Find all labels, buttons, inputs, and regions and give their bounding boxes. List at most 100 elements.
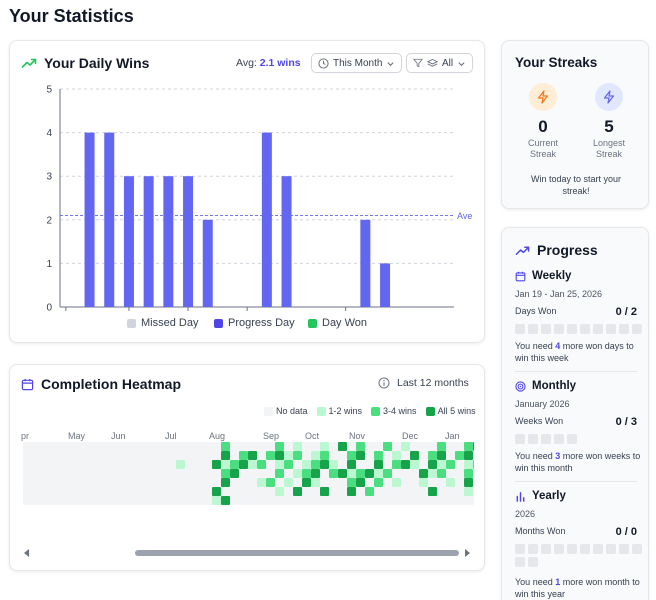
scroll-right-icon[interactable] — [463, 548, 471, 558]
heatmap-cell[interactable] — [86, 478, 95, 487]
heatmap-cell[interactable] — [320, 496, 329, 505]
heatmap-cell[interactable] — [428, 442, 437, 451]
heatmap-cell[interactable] — [428, 469, 437, 478]
heatmap-cell[interactable] — [86, 442, 95, 451]
heatmap-cell[interactable] — [257, 460, 266, 469]
heatmap-cell[interactable] — [383, 469, 392, 478]
heatmap-cell[interactable] — [365, 487, 374, 496]
heatmap-cell[interactable] — [176, 460, 185, 469]
heatmap-cell[interactable] — [347, 460, 356, 469]
heatmap-cell[interactable] — [293, 478, 302, 487]
heatmap-cell[interactable] — [86, 451, 95, 460]
heatmap-cell[interactable] — [176, 478, 185, 487]
heatmap-cell[interactable] — [392, 442, 401, 451]
heatmap-cell[interactable] — [230, 451, 239, 460]
heatmap-cell[interactable] — [32, 496, 41, 505]
heatmap-cell[interactable] — [329, 496, 338, 505]
heatmap-cell[interactable] — [275, 442, 284, 451]
heatmap-cell[interactable] — [464, 442, 473, 451]
heatmap-cell[interactable] — [140, 487, 149, 496]
heatmap-cell[interactable] — [356, 442, 365, 451]
heatmap-cell[interactable] — [320, 460, 329, 469]
heatmap-cell[interactable] — [284, 478, 293, 487]
heatmap-cell[interactable] — [311, 442, 320, 451]
heatmap-cell[interactable] — [194, 469, 203, 478]
heatmap-cell[interactable] — [239, 469, 248, 478]
heatmap-cell[interactable] — [212, 442, 221, 451]
heatmap-cell[interactable] — [428, 451, 437, 460]
heatmap-cell[interactable] — [212, 487, 221, 496]
heatmap-cell[interactable] — [113, 451, 122, 460]
heatmap-cell[interactable] — [86, 469, 95, 478]
heatmap-cell[interactable] — [176, 487, 185, 496]
heatmap-cell[interactable] — [113, 487, 122, 496]
heatmap-cell[interactable] — [437, 478, 446, 487]
heatmap-cell[interactable] — [68, 460, 77, 469]
heatmap-cell[interactable] — [77, 460, 86, 469]
heatmap-cell[interactable] — [437, 442, 446, 451]
heatmap-cell[interactable] — [203, 451, 212, 460]
heatmap-cell[interactable] — [329, 469, 338, 478]
heatmap-cell[interactable] — [158, 451, 167, 460]
heatmap-cell[interactable] — [113, 460, 122, 469]
heatmap-cell[interactable] — [194, 442, 203, 451]
heatmap-cell[interactable] — [311, 496, 320, 505]
heatmap-cell[interactable] — [356, 451, 365, 460]
heatmap-cell[interactable] — [455, 496, 464, 505]
heatmap-cell[interactable] — [185, 469, 194, 478]
heatmap-cell[interactable] — [338, 478, 347, 487]
heatmap-cell[interactable] — [32, 451, 41, 460]
heatmap-cell[interactable] — [77, 442, 86, 451]
heatmap-cell[interactable] — [293, 469, 302, 478]
heatmap-cell[interactable] — [410, 469, 419, 478]
heatmap-cell[interactable] — [41, 451, 50, 460]
heatmap-cell[interactable] — [140, 451, 149, 460]
heatmap-cell[interactable] — [275, 460, 284, 469]
heatmap-cell[interactable] — [221, 487, 230, 496]
heatmap-cell[interactable] — [41, 442, 50, 451]
heatmap-cell[interactable] — [212, 478, 221, 487]
heatmap-cell[interactable] — [464, 469, 473, 478]
heatmap-cell[interactable] — [455, 487, 464, 496]
heatmap-cell[interactable] — [131, 469, 140, 478]
heatmap-cell[interactable] — [329, 487, 338, 496]
filter-select[interactable]: All — [406, 53, 474, 73]
heatmap-cell[interactable] — [140, 496, 149, 505]
heatmap-cell[interactable] — [176, 496, 185, 505]
heatmap-cell[interactable] — [122, 469, 131, 478]
heatmap-cell[interactable] — [347, 442, 356, 451]
heatmap-cell[interactable] — [365, 469, 374, 478]
heatmap-cell[interactable] — [410, 442, 419, 451]
heatmap-cell[interactable] — [401, 496, 410, 505]
heatmap-cell[interactable] — [149, 451, 158, 460]
heatmap-cell[interactable] — [95, 469, 104, 478]
heatmap-cell[interactable] — [401, 460, 410, 469]
heatmap-cell[interactable] — [464, 451, 473, 460]
heatmap-cell[interactable] — [122, 496, 131, 505]
heatmap-cell[interactable] — [68, 469, 77, 478]
heatmap-cell[interactable] — [23, 442, 32, 451]
heatmap-cell[interactable] — [419, 487, 428, 496]
heatmap-cell[interactable] — [428, 496, 437, 505]
heatmap-cell[interactable] — [50, 442, 59, 451]
heatmap-cell[interactable] — [23, 496, 32, 505]
heatmap-cell[interactable] — [248, 487, 257, 496]
heatmap-cell[interactable] — [374, 451, 383, 460]
heatmap-cell[interactable] — [383, 478, 392, 487]
heatmap-cell[interactable] — [419, 451, 428, 460]
heatmap-cell[interactable] — [473, 460, 474, 469]
heatmap-cell[interactable] — [41, 487, 50, 496]
heatmap-cell[interactable] — [68, 496, 77, 505]
heatmap-cell[interactable] — [131, 496, 140, 505]
heatmap-cell[interactable] — [77, 469, 86, 478]
heatmap-cell[interactable] — [329, 460, 338, 469]
heatmap-cell[interactable] — [176, 442, 185, 451]
heatmap-cell[interactable] — [311, 460, 320, 469]
heatmap-cell[interactable] — [95, 496, 104, 505]
heatmap-cell[interactable] — [338, 487, 347, 496]
heatmap-cell[interactable] — [140, 469, 149, 478]
heatmap-cell[interactable] — [212, 469, 221, 478]
heatmap-cell[interactable] — [194, 496, 203, 505]
heatmap-cell[interactable] — [419, 496, 428, 505]
heatmap-cell[interactable] — [437, 496, 446, 505]
